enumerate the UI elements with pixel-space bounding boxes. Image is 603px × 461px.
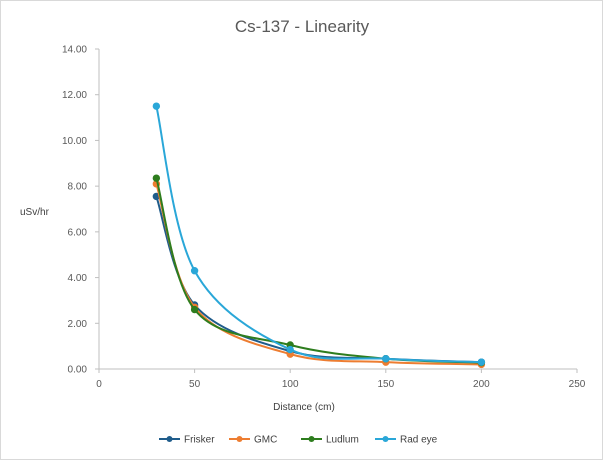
y-tick-label: 14.00	[62, 45, 87, 56]
y-axis-label: uSv/hr	[20, 207, 50, 218]
legend-swatch-marker	[166, 436, 173, 442]
data-point	[190, 305, 199, 314]
data-point	[477, 358, 486, 366]
legend-label: Rad eye	[400, 435, 438, 446]
series-line	[155, 183, 482, 366]
legend: Frisker GMC Ludlum Rad eye	[159, 435, 438, 446]
y-tick-label: 10.00	[62, 136, 87, 147]
series-frisker	[152, 192, 486, 366]
series-line	[155, 105, 482, 364]
data-point	[382, 355, 390, 363]
legend-swatch-marker	[236, 436, 243, 442]
x-tick-label: 100	[282, 379, 299, 390]
series-rad-eye	[152, 102, 486, 366]
data-point	[190, 267, 199, 275]
series-gmc	[152, 180, 486, 369]
legend-label: Frisker	[184, 435, 215, 446]
y-tick-label: 6.00	[68, 227, 88, 238]
legend-swatch-marker	[308, 436, 315, 442]
series-layer	[152, 102, 486, 369]
series-line	[155, 196, 482, 364]
y-tick-label: 8.00	[68, 182, 88, 193]
y-tick-label: 12.00	[62, 90, 87, 101]
legend-swatch-marker	[382, 436, 389, 442]
y-tick-label: 2.00	[68, 319, 88, 330]
legend-item: Ludlum	[301, 435, 359, 446]
legend-item: GMC	[229, 435, 277, 446]
x-tick-label: 150	[377, 379, 394, 390]
legend-item: Frisker	[159, 435, 215, 446]
data-point	[286, 345, 294, 354]
data-point	[152, 102, 161, 110]
x-tick-label: 250	[569, 379, 586, 390]
x-tick-label: 200	[473, 379, 490, 390]
series-ludlum	[152, 174, 486, 367]
legend-item: Rad eye	[375, 435, 438, 446]
y-tick-label: 0.00	[68, 365, 88, 376]
x-tick-label: 0	[96, 379, 102, 390]
legend-label: GMC	[254, 435, 277, 446]
x-tick-label: 50	[189, 379, 201, 390]
chart-title: Cs-137 - Linearity	[235, 17, 370, 36]
legend-label: Ludlum	[326, 435, 359, 446]
data-point	[152, 174, 161, 182]
y-tick-label: 4.00	[68, 273, 88, 284]
x-axis-label: Distance (cm)	[273, 402, 335, 413]
series-line	[155, 177, 482, 364]
axes: 0.00 2.00 4.00 6.00 8.00 10.00 12.00 14.00 0 50 10…	[62, 45, 586, 391]
